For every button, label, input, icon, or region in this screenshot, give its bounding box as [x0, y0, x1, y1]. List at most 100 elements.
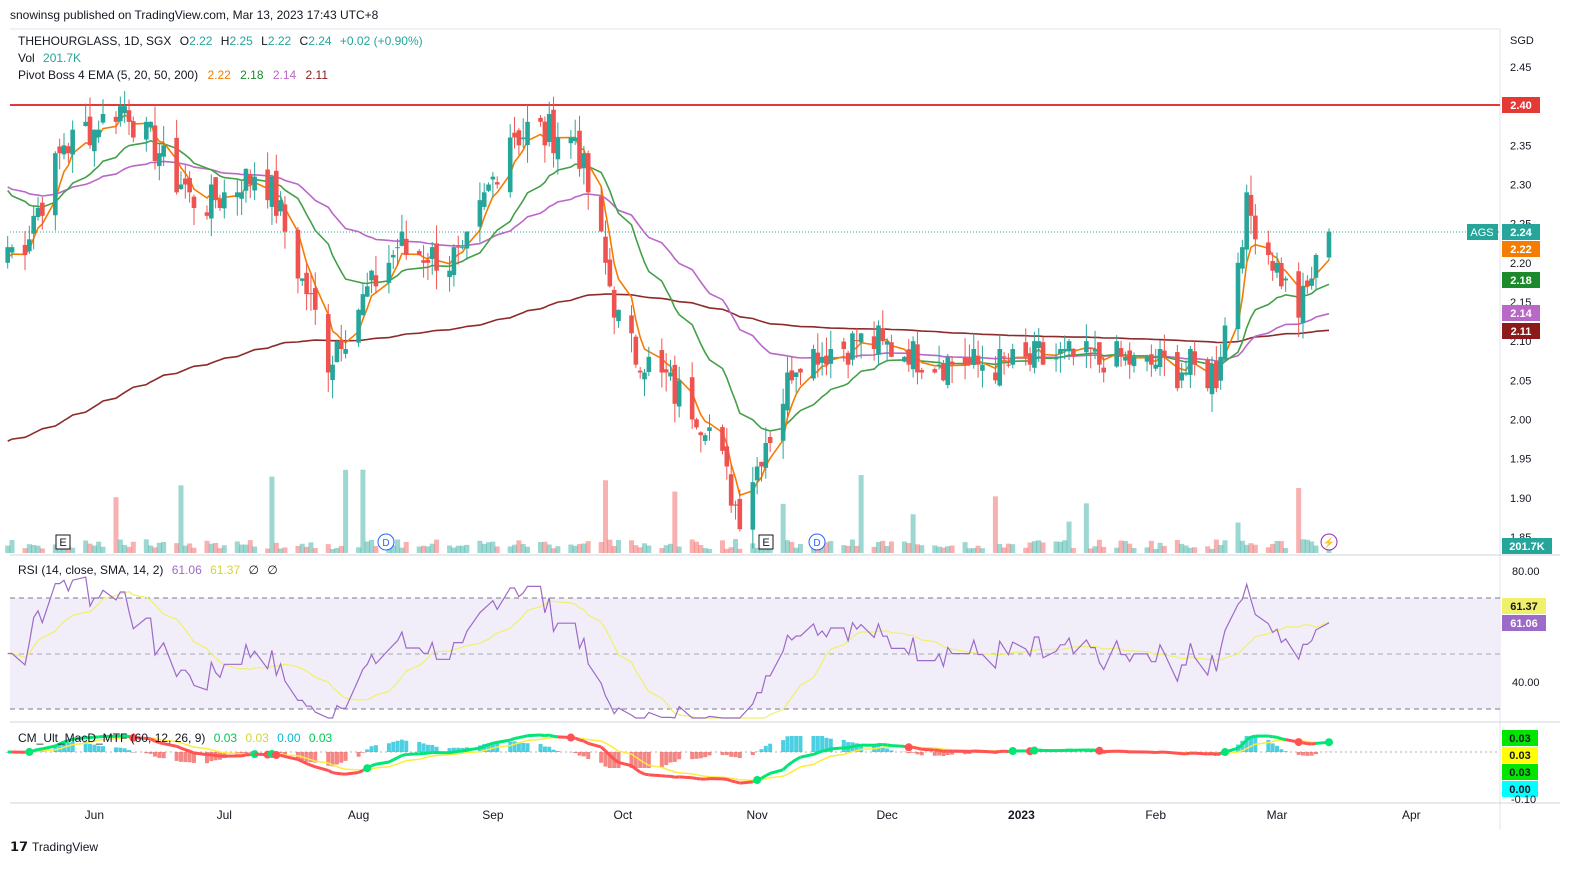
macd-hist-bar: [308, 752, 313, 763]
volume-bar: [1235, 522, 1241, 553]
macd-line-segment: [149, 737, 156, 743]
volume-bar: [689, 539, 695, 553]
volume-bar: [581, 543, 587, 553]
volume-bar: [1157, 542, 1163, 553]
candle-body: [828, 349, 834, 364]
macd-hist-bar: [70, 741, 75, 752]
volume-bar: [1270, 543, 1276, 553]
volume-bar: [39, 548, 45, 553]
volume-bar: [486, 542, 492, 553]
volume-bar: [914, 544, 920, 553]
volume-bar: [646, 545, 652, 553]
macd-hist-bar: [88, 743, 92, 752]
candle-body: [1175, 352, 1180, 389]
macd-line-segment: [1237, 743, 1244, 750]
volume-bar: [5, 545, 11, 553]
volume-bar: [611, 545, 617, 553]
macd-hist-bar: [187, 752, 192, 763]
volume-bar: [1066, 521, 1072, 553]
candle-body: [1071, 348, 1076, 357]
candle-body: [759, 461, 764, 467]
macd-hist-bar: [118, 747, 123, 752]
macd-hist-bar: [113, 747, 118, 752]
candle-body: [1144, 356, 1150, 362]
candle-body: [646, 356, 652, 373]
volume-bar: [208, 543, 214, 553]
macd-line-segment: [830, 746, 844, 751]
tradingview-logo[interactable]: 𝟭𝟳 TradingView: [10, 839, 98, 854]
volume-bar: [616, 539, 622, 553]
svg-text:0.03: 0.03: [1509, 733, 1530, 745]
volume-bar: [22, 548, 28, 553]
price-tick-label: 2.20: [1510, 258, 1531, 270]
event-markers[interactable]: E D E D ⚡: [55, 533, 1338, 551]
volume-bar: [971, 548, 977, 553]
macd-line-segment: [856, 743, 862, 748]
candle-body: [31, 215, 36, 234]
macd-hist-bar: [963, 752, 968, 755]
macd-hist-bar: [278, 752, 283, 754]
candle-body: [1032, 341, 1037, 368]
macd-hist-bar: [694, 752, 699, 759]
candle-body: [754, 466, 760, 481]
volume-bar: [1062, 540, 1068, 553]
volume-bar: [945, 546, 951, 553]
volume-bar: [87, 543, 93, 553]
candle-body: [1326, 231, 1332, 258]
macd-badge-3: [1502, 764, 1538, 780]
macd-line-segment: [176, 744, 182, 750]
macd-hist-bar: [83, 741, 88, 752]
candle-body: [208, 184, 214, 219]
time-tick-label: Mar: [1267, 808, 1288, 822]
volume-bar: [122, 544, 128, 553]
candle-body: [5, 247, 10, 263]
volume-bar: [330, 548, 336, 553]
candle-body: [1149, 354, 1154, 365]
volume-bar: [1153, 548, 1159, 553]
volume-bar: [880, 540, 886, 553]
macd-hist-bar: [794, 736, 799, 752]
volume-bar: [732, 539, 738, 553]
candle-body: [525, 121, 530, 146]
volume-bar: [395, 539, 401, 553]
svg-text:0.03: 0.03: [1509, 750, 1530, 762]
volume-bar: [234, 541, 240, 553]
candle-body: [360, 294, 366, 316]
volume-bar: [1304, 539, 1310, 553]
macd-hist-bar: [521, 742, 526, 752]
rsi-pane[interactable]: RSI (14, close, SMA, 14, 2) 61.06 61.37 …: [7, 563, 1546, 719]
macd-pane[interactable]: CM_Ult_MacD_MTF (60, 12, 26, 9) 0.03 0.0…: [5, 730, 1538, 806]
macd-line-segment: [392, 756, 399, 762]
macd-line-segment: [28, 749, 35, 754]
volume-bar: [1001, 547, 1007, 553]
macd-line-segment: [1281, 737, 1286, 742]
time-axis: Jun Jul Aug Sep Oct Nov Dec 2023 Feb Mar Apr: [85, 808, 1421, 822]
volume-bar: [542, 541, 548, 553]
candle-body: [1084, 341, 1089, 353]
price-pane[interactable]: [5, 91, 1500, 553]
candle-body: [1244, 192, 1249, 250]
candle-body: [1157, 349, 1163, 368]
macd-line-segment: [769, 768, 784, 775]
macd-hist-bar: [967, 752, 972, 754]
volume-bar: [940, 547, 946, 553]
candle-body: [1162, 350, 1167, 357]
macd-line-segment: [574, 736, 581, 742]
candle-body: [694, 419, 699, 428]
macd-hist-bar: [815, 736, 820, 752]
volume-bar: [455, 545, 461, 553]
macd-hist-bar: [785, 736, 790, 752]
macd-line-segment: [427, 750, 433, 755]
candle-body: [854, 340, 860, 342]
time-tick-label: Sep: [482, 808, 504, 822]
candle-body: [767, 436, 773, 443]
candle-body: [343, 349, 348, 354]
volume-bar: [152, 547, 158, 553]
macd-line-segment: [462, 748, 468, 753]
macd-hist-bar: [508, 741, 513, 752]
volume-bar: [1040, 542, 1046, 553]
macd-line-segment: [917, 746, 923, 751]
volume-bar: [668, 543, 674, 553]
candle-body: [906, 349, 912, 365]
